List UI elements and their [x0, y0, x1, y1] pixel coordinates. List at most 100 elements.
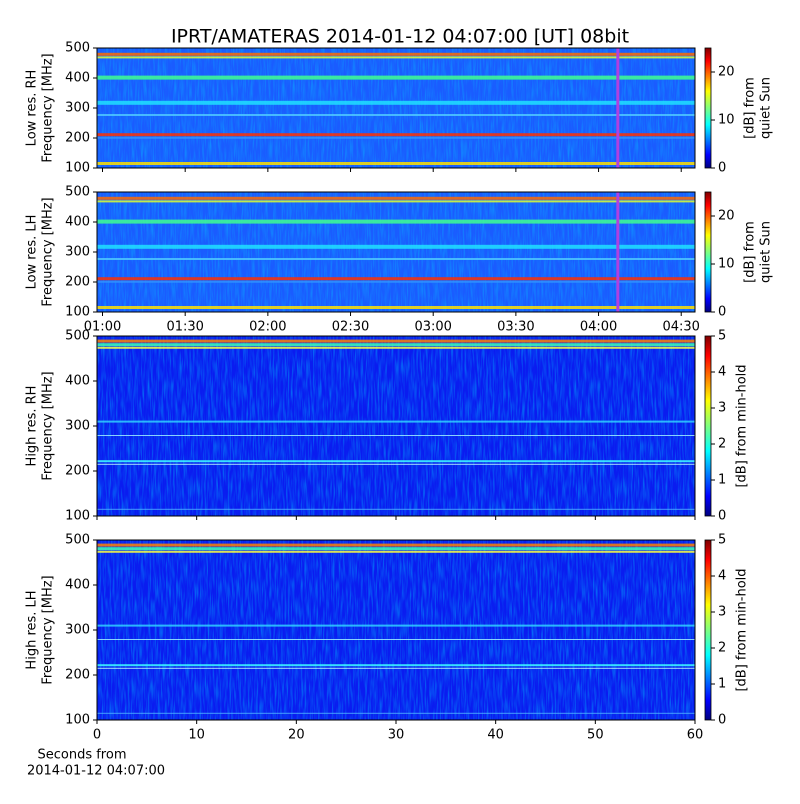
x-tick-label: 0	[93, 728, 101, 743]
x-tick-label: 01:30	[166, 320, 203, 335]
spectral-band	[97, 639, 695, 640]
y-axis-label: Frequency [MHz]	[41, 575, 56, 684]
y-axis-label: High res. RH	[25, 386, 40, 467]
y-tick-label: 100	[65, 509, 90, 524]
spectral-band	[97, 435, 695, 436]
y-tick-label: 100	[65, 161, 90, 176]
spectral-band	[97, 547, 695, 551]
spectral-band	[97, 244, 695, 249]
colorbar	[704, 47, 712, 169]
y-tick-label: 500	[65, 41, 90, 56]
x-tick-label: 04:00	[580, 320, 617, 335]
spectral-band	[97, 624, 695, 627]
y-tick-label: 400	[65, 578, 90, 593]
panel: 100 200 300 400 500 High res. RH Frequency [MH…	[25, 329, 750, 524]
x-tick-label: 50	[587, 728, 604, 743]
y-axis-label: Low res. LH	[25, 215, 40, 290]
spectral-band	[97, 200, 695, 203]
y-tick-label: 400	[65, 71, 90, 86]
colorbar-tick-label: 4	[718, 365, 726, 380]
x-tick-label: 30	[388, 728, 405, 743]
spectral-band	[97, 667, 695, 669]
colorbar-tick-label: 4	[718, 569, 726, 584]
spectral-band	[97, 508, 695, 510]
colorbar-tick-label: 2	[718, 437, 726, 452]
y-tick-label: 200	[65, 464, 90, 479]
colorbar-label: [dB] from min-hold	[735, 568, 750, 691]
y-axis-label: Low res. RH	[25, 70, 40, 147]
colorbar-tick-label: 1	[718, 473, 726, 488]
colorbar	[704, 191, 712, 313]
colorbar-tick-label: 3	[718, 401, 726, 416]
spectral-band	[97, 52, 695, 56]
colorbar-tick-label: 3	[718, 605, 726, 620]
spectrogram-noise	[97, 540, 695, 720]
x-tick-label: 40	[487, 728, 504, 743]
colorbar-tick-label: 5	[718, 533, 726, 548]
spectrogram-noise	[97, 48, 695, 168]
colorbar-label: [dB] from	[743, 221, 758, 283]
spectral-band	[97, 219, 695, 224]
colorbar-tick-label: 0	[718, 713, 726, 728]
y-tick-label: 100	[65, 713, 90, 728]
y-tick-label: 200	[65, 131, 90, 146]
spectral-band	[97, 343, 695, 347]
spectral-band	[97, 420, 695, 423]
colorbar-tick-label: 2	[718, 641, 726, 656]
y-axis-label: High res. LH	[25, 590, 40, 669]
colorbar-tick-label: 20	[718, 65, 735, 80]
colorbar-label: quiet Sun	[759, 221, 774, 283]
colorbar-tick-label: 0	[718, 161, 726, 176]
spectral-band	[97, 712, 695, 714]
x-tick-label: 20	[288, 728, 305, 743]
x-tick-label: 03:00	[414, 320, 451, 335]
y-tick-label: 400	[65, 374, 90, 389]
x-tick-label: 02:00	[249, 320, 286, 335]
y-tick-label: 300	[65, 419, 90, 434]
spectral-band	[97, 75, 695, 80]
x-axis-label: 2014-01-12 04:07:00	[27, 764, 165, 779]
spectral-band	[97, 306, 695, 309]
colorbar-label: quiet Sun	[759, 77, 774, 139]
spectral-band	[97, 346, 695, 349]
x-tick-label: 03:30	[497, 320, 534, 335]
y-tick-label: 400	[65, 215, 90, 230]
colorbar-tick-label: 10	[718, 257, 735, 272]
colorbar-tick-label: 10	[718, 113, 735, 128]
spectral-band	[97, 114, 695, 116]
spectral-band	[97, 133, 695, 137]
spectral-band	[97, 463, 695, 465]
x-tick-label: 01:00	[84, 320, 121, 335]
y-tick-label: 200	[65, 668, 90, 683]
x-tick-label: 04:30	[662, 320, 699, 335]
y-tick-label: 100	[65, 305, 90, 320]
x-tick-label: 02:30	[332, 320, 369, 335]
y-tick-label: 500	[65, 185, 90, 200]
spectral-band	[97, 543, 695, 547]
figure-title: IPRT/AMATERAS 2014-01-12 04:07:00 [UT] 0…	[171, 26, 629, 48]
colorbar-label: [dB] from	[743, 77, 758, 139]
y-tick-label: 300	[65, 101, 90, 116]
colorbar	[704, 539, 712, 721]
colorbar-tick-label: 0	[718, 305, 726, 320]
spectrogram-noise	[97, 336, 695, 516]
y-axis-label: Frequency [MHz]	[41, 53, 56, 162]
spectral-band	[97, 258, 695, 260]
colorbar	[704, 335, 712, 517]
spectral-band	[97, 664, 695, 667]
y-axis-label: Frequency [MHz]	[41, 197, 56, 306]
y-tick-label: 500	[65, 329, 90, 344]
colorbar-tick-label: 5	[718, 329, 726, 344]
spectral-band	[97, 280, 695, 283]
spectrogram-noise	[97, 192, 695, 312]
y-tick-label: 300	[65, 245, 90, 260]
spectral-band	[97, 136, 695, 139]
x-axis-label: Seconds from	[37, 748, 126, 763]
colorbar-tick-label: 1	[718, 677, 726, 692]
spectral-band	[97, 56, 695, 59]
y-tick-label: 300	[65, 623, 90, 638]
spectral-band	[97, 460, 695, 463]
